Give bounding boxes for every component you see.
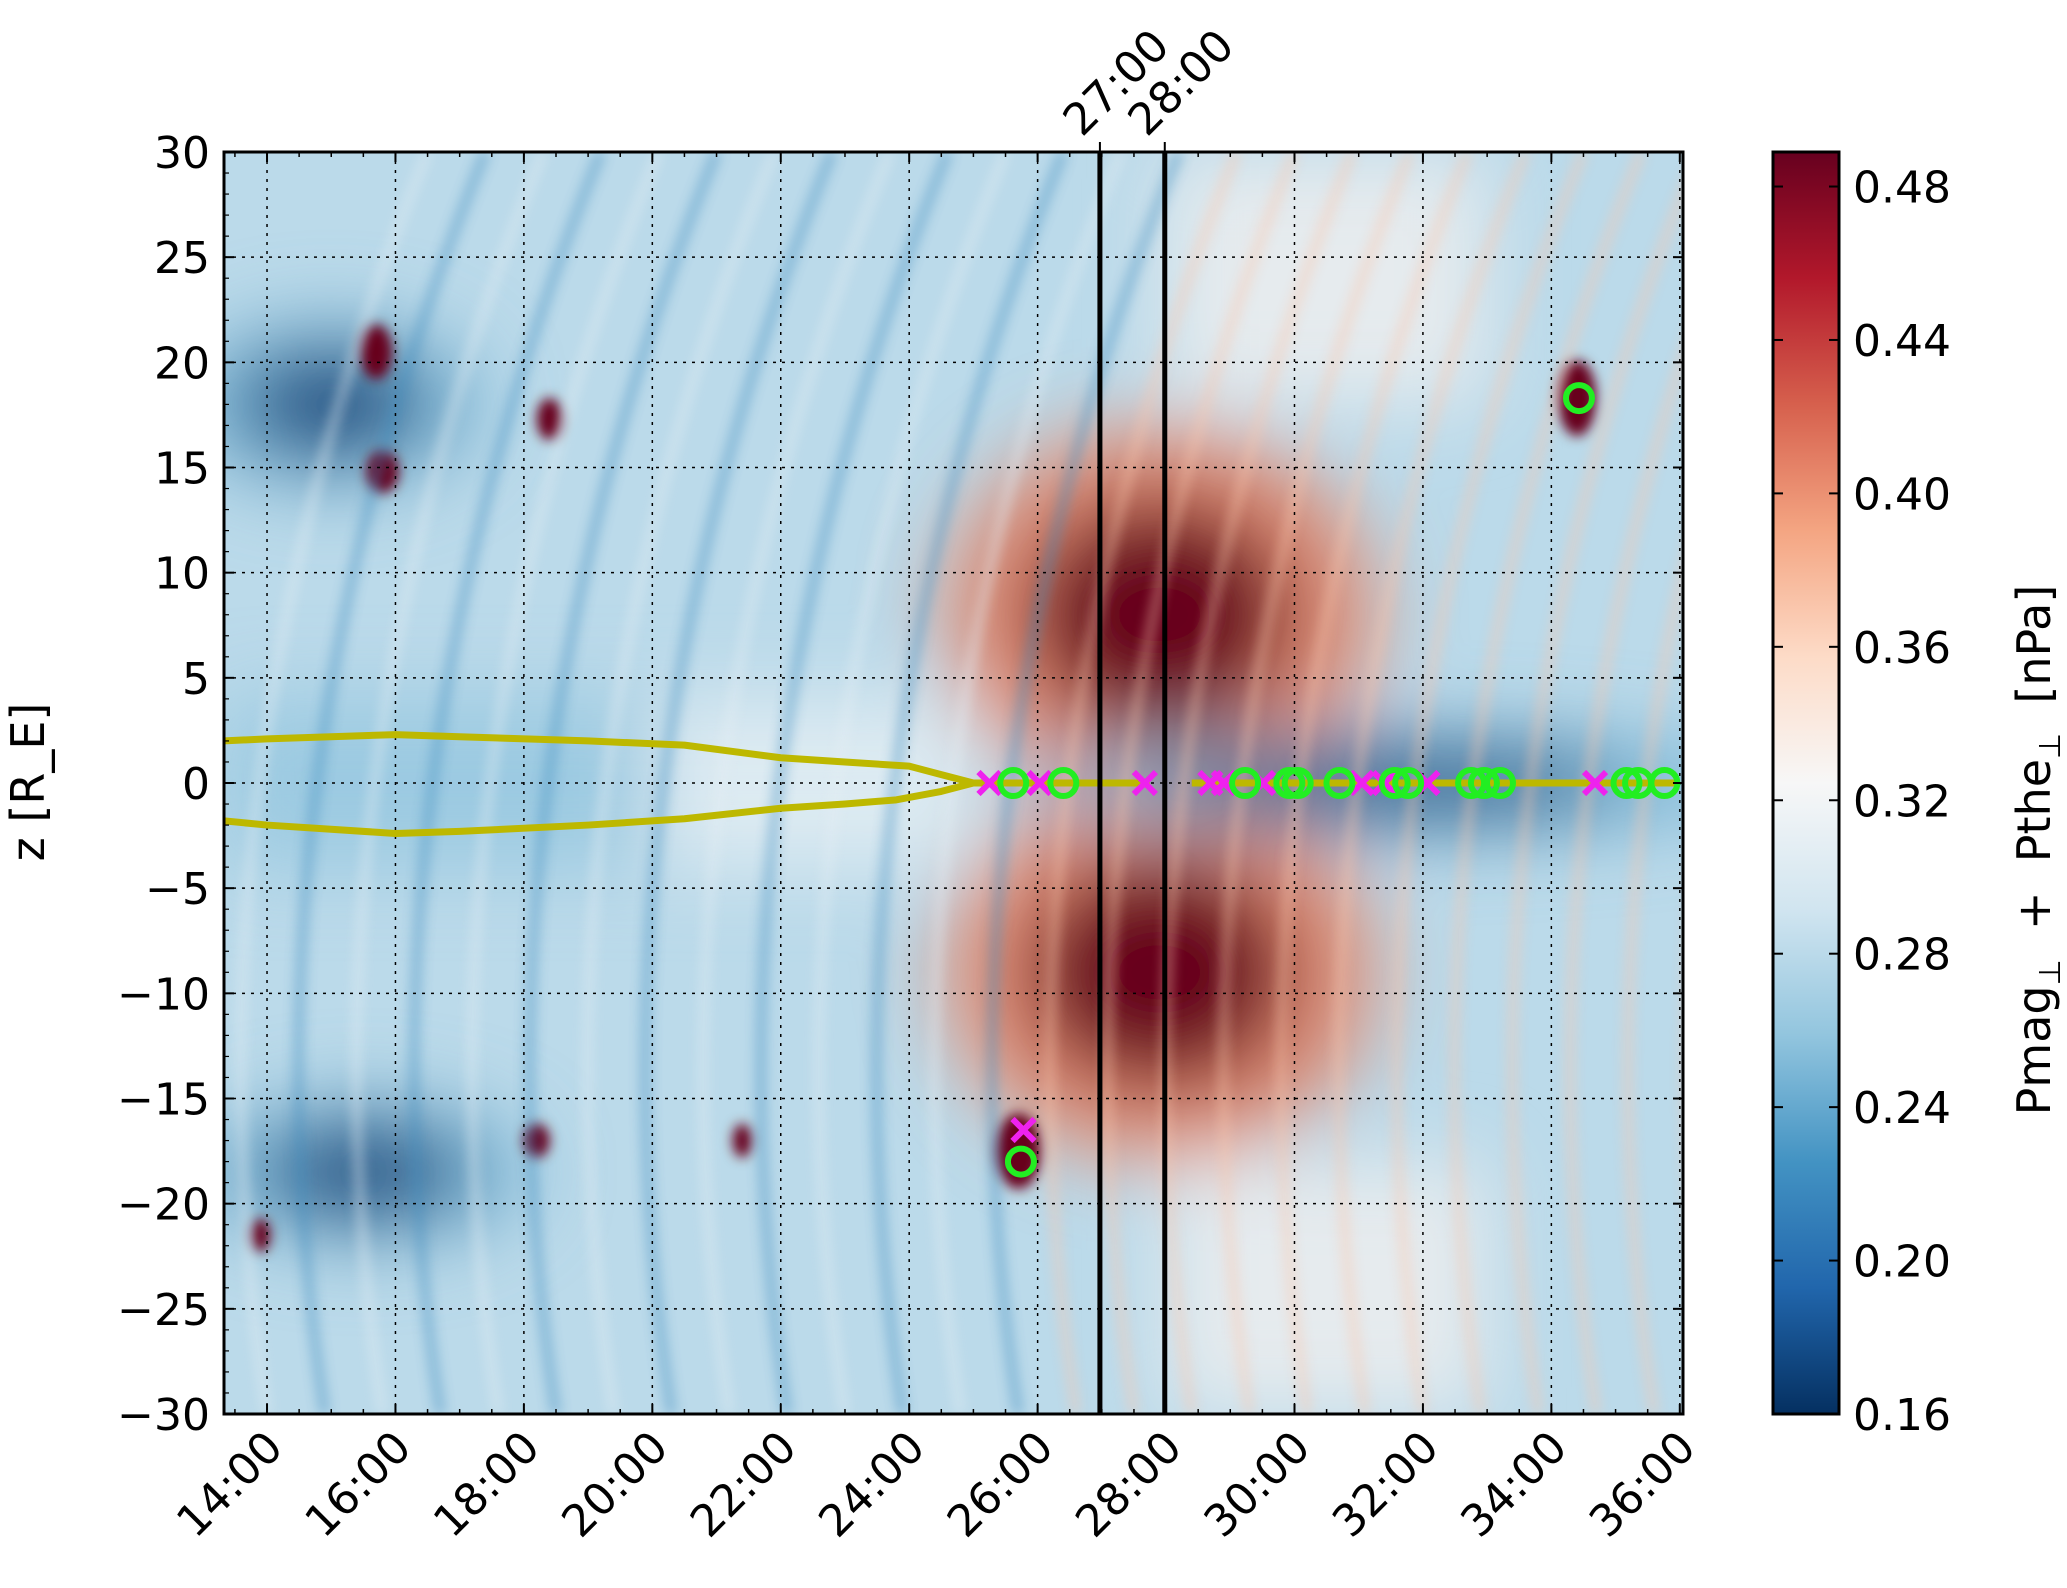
heatmap-streak: [466, 152, 664, 1414]
heatmap-streak: [871, 152, 1068, 1414]
y-tick-label: −5: [145, 864, 210, 915]
circle-marker: [1004, 1145, 1037, 1178]
heatmap-streak: [582, 152, 779, 1414]
y-tick-label: 25: [154, 233, 210, 284]
heatmap-region: [1166, 1161, 1488, 1414]
colorbar-tick-label: 0.44: [1853, 316, 1951, 367]
x-tick-label: 18:00: [424, 1422, 550, 1548]
cross-stroke: [1581, 769, 1609, 797]
plot-lines: [224, 152, 1680, 1414]
y-tick-label: −10: [117, 969, 210, 1020]
heatmap-red-spot: [536, 398, 563, 441]
colorbar-gradient: [1771, 150, 1841, 1416]
series-boundary-upper: [224, 731, 975, 787]
x-tick-label: 20:00: [552, 1422, 678, 1548]
circle-marker: [1047, 767, 1080, 799]
heatmap-streak: [351, 152, 548, 1414]
cross-marker: [1348, 769, 1376, 797]
x-tick-label: 36:00: [1580, 1422, 1706, 1548]
cross-marker: [1010, 1116, 1037, 1144]
colorbar-tick-label: 0.28: [1853, 930, 1951, 981]
heatmap-blue-region-north: [238, 353, 424, 455]
heatmap-streak: [755, 152, 953, 1414]
x-tick-label: 22:00: [681, 1422, 807, 1548]
circle-marker: [1323, 767, 1356, 799]
heatmap-red-spot: [360, 324, 393, 380]
y-axis-label: z [R_E]: [1, 703, 55, 862]
colorbar-tick-label: 0.40: [1853, 469, 1951, 520]
colorbar: 0.16 0.20 0.24 0.28 0.32 0.36 0.40 0.44 0.48: [1771, 150, 1951, 1441]
heatmap-streak: [1160, 152, 1357, 1414]
circle-marker: [1467, 767, 1500, 799]
circle-marker: [1281, 767, 1314, 799]
circle-marker: [1610, 767, 1643, 799]
x-tick-label: 16:00: [296, 1422, 422, 1548]
circle-marker: [1562, 382, 1595, 415]
circle-marker: [1229, 767, 1262, 799]
y-tick-label: 10: [154, 549, 210, 600]
y-tick-label: −25: [117, 1285, 210, 1336]
x-tick-label: 28:00: [1066, 1422, 1192, 1548]
cross-stroke: [976, 769, 1003, 797]
heatmap-red-spot: [732, 1123, 752, 1158]
heatmap-streak: [929, 152, 1126, 1414]
y-tick-label: −20: [117, 1180, 210, 1231]
colorbar-tick-label: 0.24: [1853, 1083, 1951, 1134]
cross-stroke: [1348, 769, 1376, 797]
colorbar-label: Pmag⊥ + Pthe⊥ [nPa]: [2007, 585, 2067, 1116]
colorbar-tick-label: 0.20: [1853, 1237, 1951, 1288]
cross-stroke: [1010, 1116, 1037, 1144]
x-tick-label: 32:00: [1323, 1422, 1449, 1548]
circle-marker: [1392, 767, 1425, 799]
x-tick-label: 24:00: [809, 1422, 935, 1548]
series-boundary-lower: [224, 779, 975, 837]
circle-marker: [1483, 767, 1516, 799]
cross-stroke: [1131, 769, 1158, 797]
y-tick-label: 20: [154, 338, 210, 389]
cross-marker: [1131, 769, 1158, 797]
heatmap-red-spot: [250, 1218, 271, 1253]
y-tick-label: −30: [117, 1390, 210, 1441]
cross-marker: [1026, 769, 1053, 797]
cross-stroke: [1026, 769, 1053, 797]
x-tick-label: 30:00: [1195, 1422, 1321, 1548]
cross-marker: [976, 769, 1003, 797]
y-tick-label: 0: [182, 759, 210, 810]
heatmap-red-lobe-south: [1026, 854, 1294, 1091]
x-tick-label: 26:00: [938, 1422, 1064, 1548]
colorbar-tick-label: 0.48: [1853, 163, 1951, 214]
y-tick-label: −15: [117, 1075, 210, 1126]
heatmap-streak: [235, 152, 433, 1414]
heatmap-red-spot: [1557, 360, 1597, 436]
colorbar-tick-label: 0.16: [1853, 1390, 1951, 1441]
colorbar-tick-label: 0.36: [1853, 623, 1951, 674]
heatmap-streak: [640, 152, 837, 1414]
y-tick-label: 30: [154, 128, 210, 179]
markers: [976, 382, 1681, 1178]
circle-marker: [997, 767, 1030, 799]
y-tick-label: 15: [154, 444, 210, 495]
cross-marker: [1581, 769, 1609, 797]
heatmap-pale-region: [652, 698, 974, 868]
colorbar-tick-label: 0.32: [1853, 776, 1951, 827]
y-tick-label: 5: [182, 654, 210, 705]
circle-marker: [1378, 767, 1411, 799]
x-tick-label: 34:00: [1451, 1422, 1577, 1548]
